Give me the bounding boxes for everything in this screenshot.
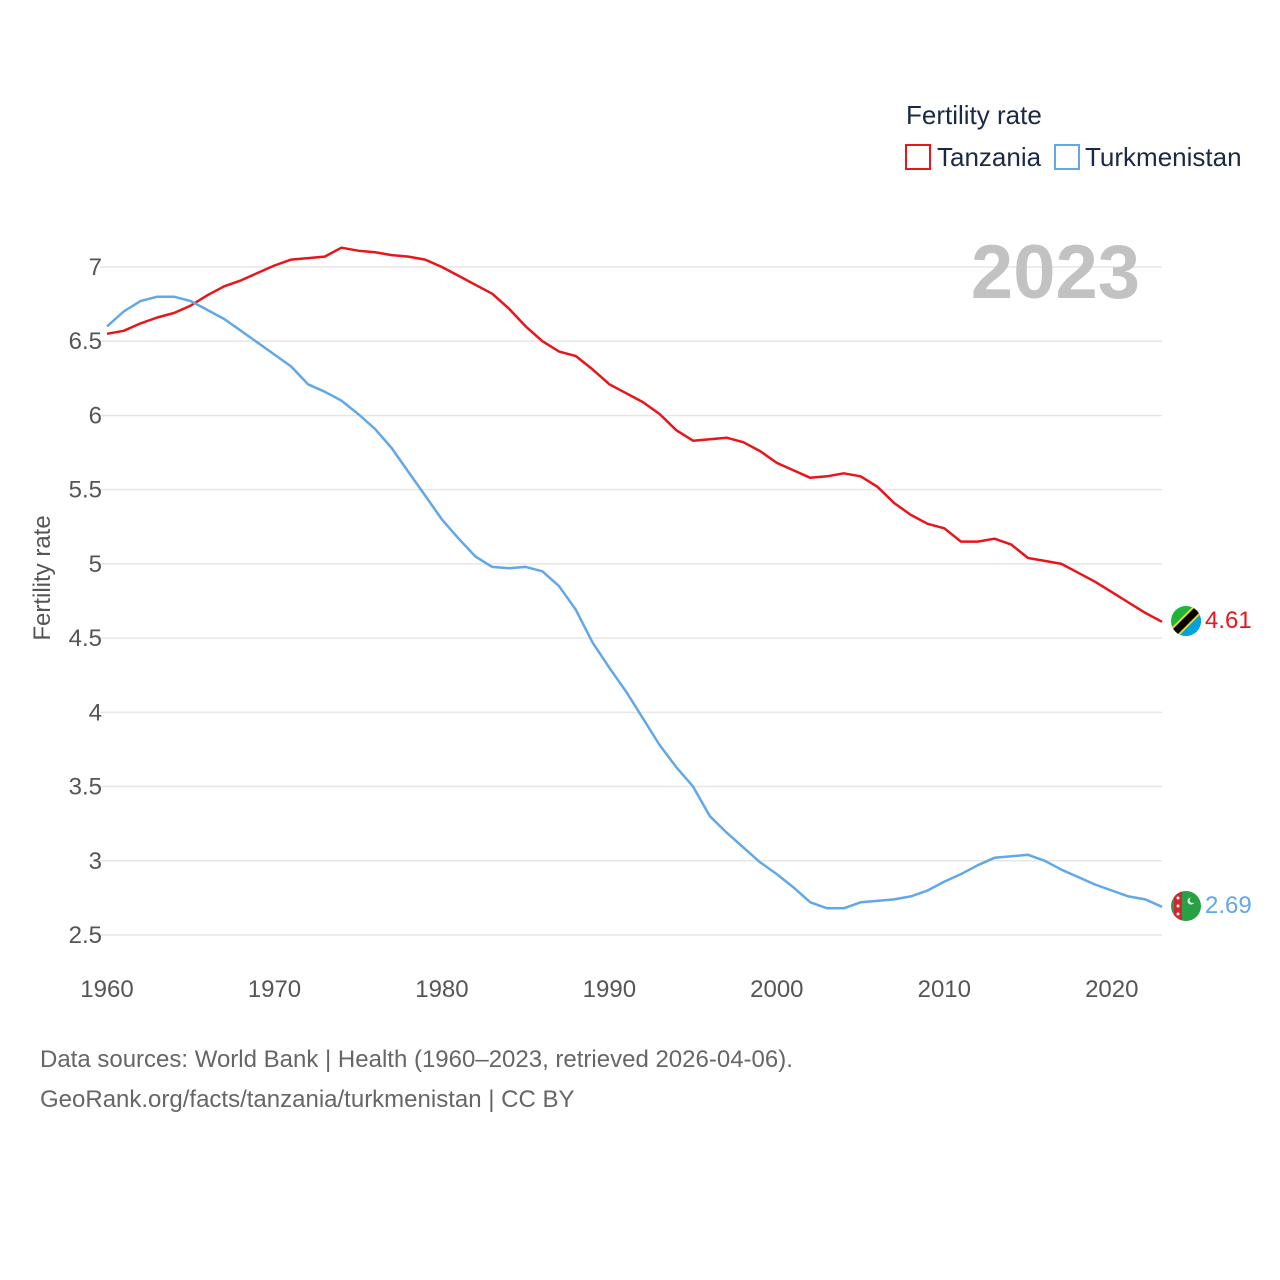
turkmenistan-flag-icon [1171, 891, 1201, 921]
legend-label-tanzania: Tanzania [937, 142, 1042, 172]
legend-label-turkmenistan: Turkmenistan [1085, 142, 1242, 172]
legend-swatch-tanzania [905, 144, 931, 170]
legend-title: Fertility rate [906, 100, 1042, 130]
source-footer: Data sources: World Bank | Health (1960–… [40, 1040, 793, 1120]
x-tick-label: 2020 [1085, 976, 1138, 1003]
series-line-turkmenistan [106, 295, 1163, 910]
y-tick-label: 7 [89, 254, 102, 281]
current-year-label: 2023 [971, 230, 1140, 315]
x-tick-label: 1980 [415, 976, 468, 1003]
y-tick-label: 6.5 [69, 328, 102, 355]
legend-swatch-turkmenistan [1054, 144, 1080, 170]
x-tick-label: 1960 [80, 976, 133, 1003]
source-line-link[interactable]: GeoRank.org/facts/tanzania/turkmenistan … [40, 1086, 575, 1113]
tanzania-flag-icon [1171, 606, 1201, 636]
y-tick-label: 6 [89, 402, 102, 429]
legend-item-turkmenistan[interactable]: Turkmenistan [1054, 142, 1242, 172]
x-axis-ticks: 1960 1970 1980 1990 2000 2010 2020 [80, 976, 1138, 1003]
grid-lines [100, 266, 1162, 936]
y-tick-label: 2.5 [69, 922, 102, 949]
x-tick-label: 1990 [583, 976, 636, 1003]
y-axis-ticks: 2.5 3 3.5 4 4.5 5 5.5 6 6.5 7 [69, 254, 102, 949]
end-value-label-tanzania: 4.61 [1205, 607, 1252, 634]
x-tick-label: 2010 [918, 976, 971, 1003]
x-tick-label: 2000 [750, 976, 803, 1003]
y-tick-label: 5 [89, 551, 102, 578]
y-tick-label: 4.5 [69, 625, 102, 652]
y-axis-label: Fertility rate [29, 515, 56, 640]
y-tick-label: 3 [89, 848, 102, 875]
y-tick-label: 3.5 [69, 774, 102, 801]
source-line-data: Data sources: World Bank | Health (1960–… [40, 1046, 793, 1073]
legend: Fertility rate Tanzania Turkmenistan [905, 100, 1242, 172]
fertility-rate-chart: 2.5 3 3.5 4 4.5 5 5.5 6 6.5 7 1960 1970 1980 1990 200… [29, 100, 1252, 1003]
legend-item-tanzania[interactable]: Tanzania [905, 142, 1042, 172]
series-line-tanzania [106, 246, 1163, 623]
y-tick-label: 4 [89, 699, 102, 726]
x-tick-label: 1970 [248, 976, 301, 1003]
y-tick-label: 5.5 [69, 477, 102, 504]
end-value-label-turkmenistan: 2.69 [1205, 892, 1252, 919]
